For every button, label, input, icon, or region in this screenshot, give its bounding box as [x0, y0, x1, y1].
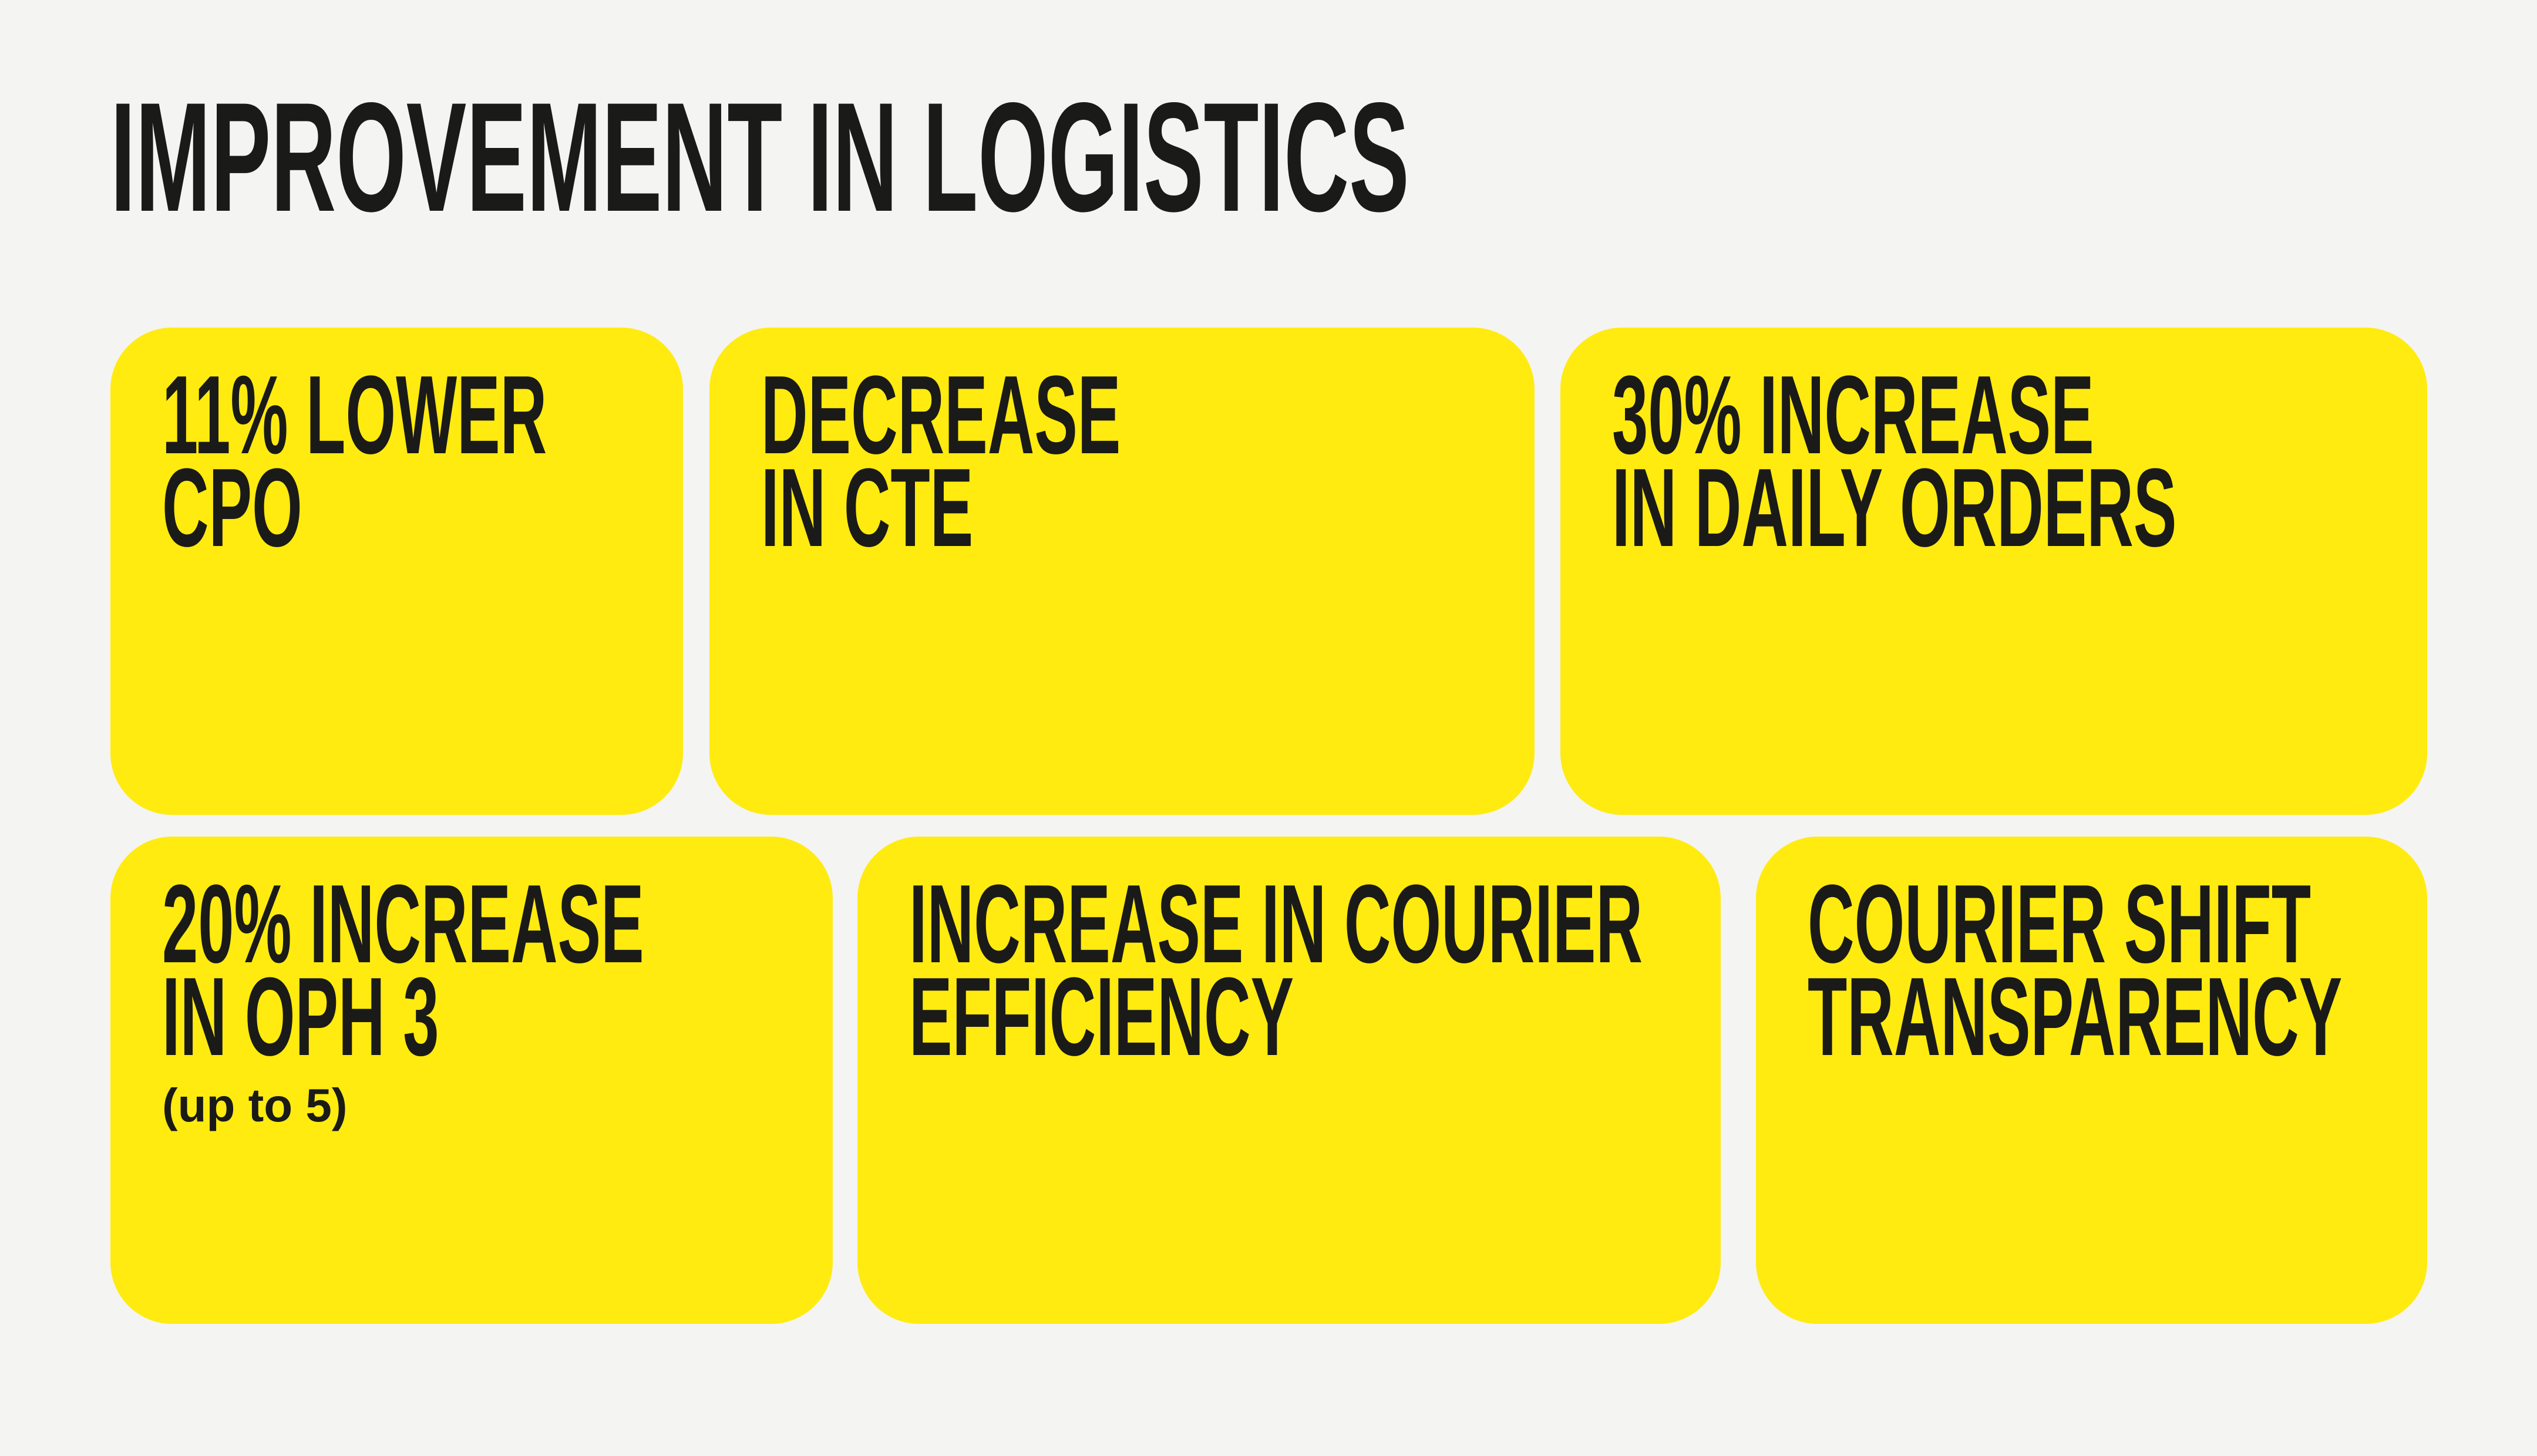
- stat-card-text: 30% INCREASE IN DAILY ORDERS: [1612, 353, 2177, 570]
- page-title-text: IMPROVEMENT IN LOGISTICS: [110, 70, 1409, 244]
- stat-card-row-1: 11% LOWER CPO DECREASE IN CTE 30% INCREA…: [110, 328, 2427, 815]
- stat-card-courier-shift-transparency: COURIER SHIFT TRANSPARENCY: [1756, 837, 2427, 1324]
- stat-card-row-2: 20% INCREASE IN OPH 3 (up to 5) INCREASE…: [110, 837, 2427, 1324]
- stat-card-decrease-cte: DECREASE IN CTE: [709, 328, 1535, 815]
- stat-card-text: INCREASE IN COURIER EFFICIENCY: [909, 862, 1643, 1079]
- stat-card-lower-cpo: 11% LOWER CPO: [110, 328, 683, 815]
- stat-card-increase-daily-orders: 30% INCREASE IN DAILY ORDERS: [1560, 328, 2427, 815]
- stat-card-increase-oph: 20% INCREASE IN OPH 3 (up to 5): [110, 837, 833, 1324]
- stat-card-courier-efficiency: INCREASE IN COURIER EFFICIENCY: [857, 837, 1721, 1324]
- stat-card-note: (up to 5): [162, 1079, 348, 1131]
- page-title: IMPROVEMENT IN LOGISTICS: [110, 80, 2350, 235]
- stat-card-text: DECREASE IN CTE: [761, 353, 1121, 570]
- stat-card-text: 20% INCREASE IN OPH 3: [162, 862, 644, 1079]
- stat-card-text: COURIER SHIFT TRANSPARENCY: [1808, 862, 2343, 1079]
- stat-card-text: 11% LOWER CPO: [162, 353, 547, 570]
